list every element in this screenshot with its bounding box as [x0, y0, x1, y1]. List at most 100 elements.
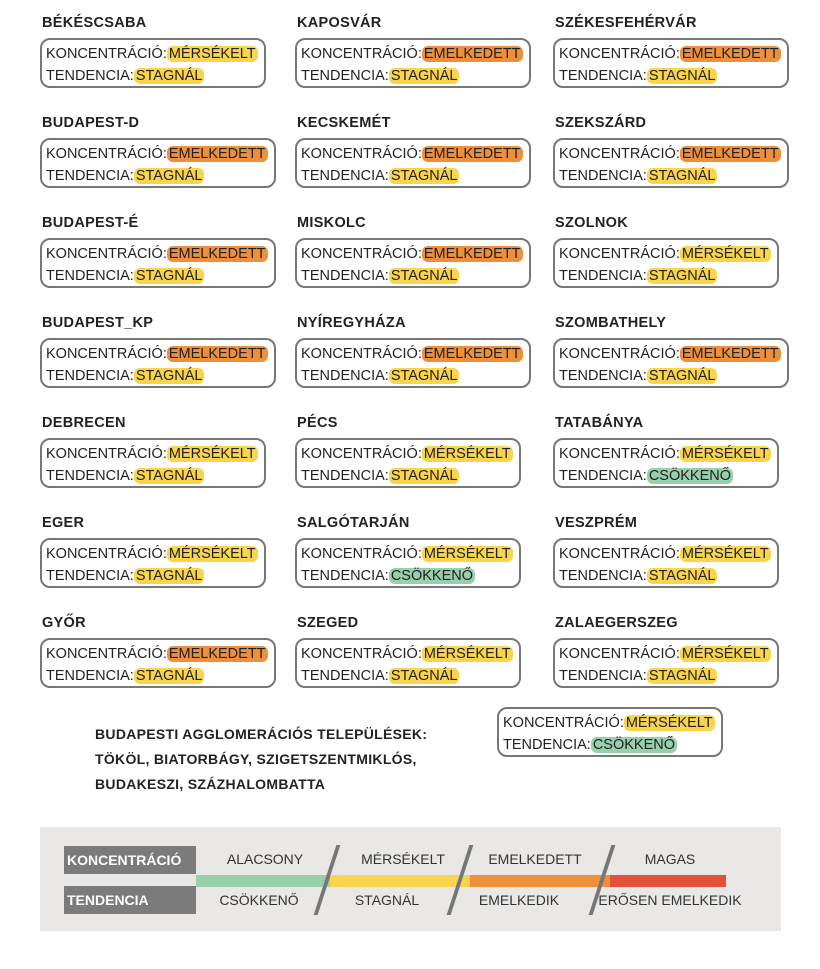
city-card: SALGÓTARJÁN KONCENTRÁCIÓ: MÉRSÉKELT TENDE… — [295, 515, 540, 588]
concentration-row: KONCENTRÁCIÓ: EMELKEDETT — [46, 643, 268, 665]
trend-badge: STAGNÁL — [388, 668, 460, 684]
concentration-label: KONCENTRÁCIÓ: — [301, 346, 422, 362]
trend-label: TENDENCIA: — [559, 168, 647, 184]
trend-badge: STAGNÁL — [646, 568, 718, 584]
trend-badge: STAGNÁL — [646, 268, 718, 284]
status-box: KONCENTRÁCIÓ: MÉRSÉKELT TENDENCIA: STAGNÁL — [553, 238, 779, 288]
trend-label: TENDENCIA: — [46, 468, 134, 484]
legend-conc-high: MAGAS — [644, 851, 696, 867]
city-card: BUDAPEST_KP KONCENTRÁCIÓ: EMELKEDETT TEND… — [40, 315, 285, 388]
status-box: KONCENTRÁCIÓ: MÉRSÉKELT TENDENCIA: STAGNÁL — [553, 638, 779, 688]
concentration-badge: EMELKEDETT — [679, 146, 781, 162]
agglomeration-title: BUDAPESTI AGGLOMERÁCIÓS TELEPÜLÉSEK: TÖK… — [95, 722, 427, 797]
legend-concentration-label: KONCENTRÁCIÓ — [64, 846, 196, 874]
concentration-label: KONCENTRÁCIÓ: — [301, 46, 422, 62]
trend-badge: STAGNÁL — [133, 368, 205, 384]
status-box: KONCENTRÁCIÓ: EMELKEDETT TENDENCIA: STAGNÁ… — [553, 338, 789, 388]
legend-trend-decreasing: CSÖKKENŐ — [219, 892, 299, 908]
concentration-label: KONCENTRÁCIÓ: — [46, 546, 167, 562]
status-box: KONCENTRÁCIÓ: EMELKEDETT TENDENCIA: STAGNÁ… — [295, 138, 531, 188]
trend-label: TENDENCIA: — [559, 68, 647, 84]
city-name: SZOMBATHELY — [555, 315, 667, 331]
concentration-label: KONCENTRÁCIÓ: — [559, 546, 680, 562]
trend-badge: STAGNÁL — [646, 168, 718, 184]
city-name: VESZPRÉM — [555, 515, 638, 531]
trend-label: TENDENCIA: — [301, 568, 389, 584]
concentration-row: KONCENTRÁCIÓ: EMELKEDETT — [46, 143, 268, 165]
concentration-label: KONCENTRÁCIÓ: — [559, 46, 680, 62]
city-card: NYÍREGYHÁZA KONCENTRÁCIÓ: EMELKEDETT TEND… — [295, 315, 540, 388]
concentration-label: KONCENTRÁCIÓ: — [46, 246, 167, 262]
concentration-label: KONCENTRÁCIÓ: — [46, 346, 167, 362]
concentration-badge: MÉRSÉKELT — [679, 646, 771, 662]
city-name: BUDAPEST_KP — [42, 315, 154, 331]
concentration-badge: EMELKEDETT — [421, 146, 523, 162]
city-card: VESZPRÉM KONCENTRÁCIÓ: MÉRSÉKELT TENDENCI… — [553, 515, 798, 588]
trend-row: TENDENCIA: STAGNÁL — [559, 365, 781, 387]
status-box: KONCENTRÁCIÓ: MÉRSÉKELT TENDENCIA: STAGNÁL — [295, 438, 521, 488]
city-card: ZALAEGERSZEG KONCENTRÁCIÓ: MÉRSÉKELT TEND… — [553, 615, 798, 688]
legend-bar-high — [610, 875, 726, 887]
trend-row: TENDENCIA: STAGNÁL — [559, 565, 771, 587]
concentration-row: KONCENTRÁCIÓ: MÉRSÉKELT — [301, 543, 513, 565]
city-card: SZÉKESFEHÉRVÁR KONCENTRÁCIÓ: EMELKEDETT T… — [553, 15, 798, 88]
trend-row: TENDENCIA: STAGNÁL — [46, 665, 268, 687]
trend-badge: STAGNÁL — [388, 168, 460, 184]
trend-label: TENDENCIA: — [301, 668, 389, 684]
city-name: MISKOLC — [297, 215, 366, 231]
concentration-label: KONCENTRÁCIÓ: — [559, 646, 680, 662]
city-card: DEBRECEN KONCENTRÁCIÓ: MÉRSÉKELT TENDENCI… — [40, 415, 285, 488]
concentration-badge: EMELKEDETT — [421, 346, 523, 362]
legend-trend-label: TENDENCIA — [64, 886, 196, 914]
concentration-badge: MÉRSÉKELT — [166, 46, 258, 62]
trend-row: TENDENCIA: STAGNÁL — [559, 665, 771, 687]
concentration-row: KONCENTRÁCIÓ: EMELKEDETT — [46, 243, 268, 265]
concentration-row: KONCENTRÁCIÓ: MÉRSÉKELT — [46, 443, 258, 465]
trend-badge: STAGNÁL — [646, 368, 718, 384]
trend-label: TENDENCIA: — [46, 368, 134, 384]
status-box: KONCENTRÁCIÓ: MÉRSÉKELT TENDENCIA: STAGNÁL — [40, 538, 266, 588]
legend: KONCENTRÁCIÓ TENDENCIA ALACSONY MÉRSÉKEL… — [40, 827, 781, 931]
concentration-label: KONCENTRÁCIÓ: — [301, 446, 422, 462]
trend-label: TENDENCIA: — [301, 468, 389, 484]
city-card: EGER KONCENTRÁCIÓ: MÉRSÉKELT TENDENCIA: ST… — [40, 515, 285, 588]
status-box: KONCENTRÁCIÓ: EMELKEDETT TENDENCIA: STAGNÁ… — [295, 238, 531, 288]
status-box: KONCENTRÁCIÓ: MÉRSÉKELT TENDENCIA: STAGNÁL — [553, 538, 779, 588]
trend-label: TENDENCIA: — [46, 668, 134, 684]
concentration-badge: EMELKEDETT — [166, 246, 268, 262]
trend-row: TENDENCIA: STAGNÁL — [46, 565, 258, 587]
city-name: DEBRECEN — [42, 415, 126, 431]
concentration-row: KONCENTRÁCIÓ: EMELKEDETT — [46, 343, 268, 365]
trend-label: TENDENCIA: — [559, 368, 647, 384]
legend-bar-moderate — [330, 875, 470, 887]
city-card: TATABÁNYA KONCENTRÁCIÓ: MÉRSÉKELT TENDENC… — [553, 415, 798, 488]
trend-row: TENDENCIA: STAGNÁL — [559, 65, 781, 87]
concentration-label: KONCENTRÁCIÓ: — [46, 46, 167, 62]
status-box: KONCENTRÁCIÓ: EMELKEDETT TENDENCIA: STAGNÁ… — [40, 138, 276, 188]
concentration-row: KONCENTRÁCIÓ: EMELKEDETT — [301, 43, 523, 65]
status-box: KONCENTRÁCIÓ: MÉRSÉKELT TENDENCIA: STAGNÁL — [40, 38, 266, 88]
city-card: BUDAPEST-D KONCENTRÁCIÓ: EMELKEDETT TENDE… — [40, 115, 285, 188]
agglomeration-line: BUDAKESZI, SZÁZHALOMBATTA — [95, 776, 326, 792]
trend-badge: STAGNÁL — [133, 268, 205, 284]
agglomeration-line: BUDAPESTI AGGLOMERÁCIÓS TELEPÜLÉSEK: — [95, 726, 428, 742]
concentration-badge: MÉRSÉKELT — [679, 446, 771, 462]
city-card: MISKOLC KONCENTRÁCIÓ: EMELKEDETT TENDENCI… — [295, 215, 540, 288]
trend-row: TENDENCIA: STAGNÁL — [46, 465, 258, 487]
concentration-row: KONCENTRÁCIÓ: MÉRSÉKELT — [46, 43, 258, 65]
concentration-label: KONCENTRÁCIÓ: — [301, 646, 422, 662]
concentration-badge: EMELKEDETT — [166, 346, 268, 362]
concentration-badge: MÉRSÉKELT — [421, 646, 513, 662]
concentration-badge: MÉRSÉKELT — [166, 446, 258, 462]
trend-badge: STAGNÁL — [133, 168, 205, 184]
concentration-row: KONCENTRÁCIÓ: MÉRSÉKELT — [503, 712, 715, 734]
concentration-label: KONCENTRÁCIÓ: — [559, 146, 680, 162]
concentration-label: KONCENTRÁCIÓ: — [301, 246, 422, 262]
concentration-row: KONCENTRÁCIÓ: EMELKEDETT — [301, 243, 523, 265]
concentration-badge: EMELKEDETT — [166, 646, 268, 662]
city-card: BUDAPEST-É KONCENTRÁCIÓ: EMELKEDETT TENDE… — [40, 215, 285, 288]
trend-row: TENDENCIA: STAGNÁL — [301, 665, 513, 687]
city-card: SZOLNOK KONCENTRÁCIÓ: MÉRSÉKELT TENDENCIA… — [553, 215, 798, 288]
legend-conc-elevated: EMELKEDETT — [488, 851, 582, 867]
status-box: KONCENTRÁCIÓ: MÉRSÉKELT TENDENCIA: CSÖKKEN… — [295, 538, 521, 588]
